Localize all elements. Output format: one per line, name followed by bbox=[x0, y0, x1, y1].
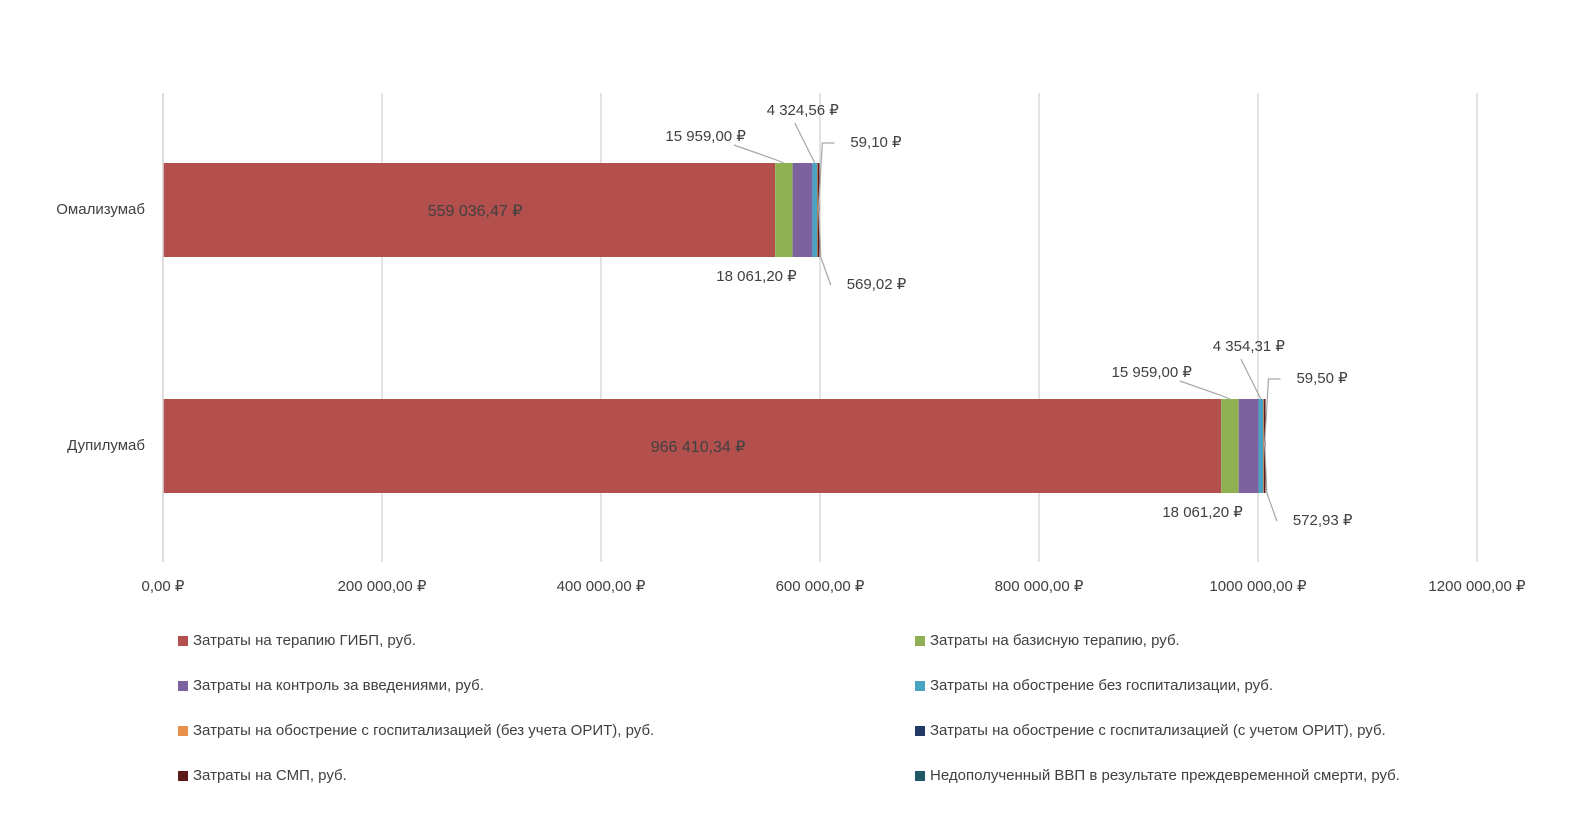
bar-segment bbox=[812, 163, 818, 257]
leader-line bbox=[733, 144, 785, 164]
bar-segment bbox=[792, 163, 813, 257]
data-label: 559 036,47 ₽ bbox=[428, 203, 523, 220]
x-tick-label: 0,00 ₽ bbox=[142, 578, 185, 595]
bar-segment bbox=[1238, 399, 1259, 493]
legend-label: Затраты на базисную терапию, руб. bbox=[930, 632, 1180, 649]
legend-swatch bbox=[915, 770, 925, 781]
legend-swatch bbox=[178, 680, 188, 691]
category-label: Омализумаб bbox=[56, 201, 145, 218]
legend-label: Затраты на контроль за введениями, руб. bbox=[193, 677, 484, 694]
bar-segment bbox=[775, 163, 793, 257]
category-label: Дупилумаб bbox=[67, 437, 145, 454]
legend-swatch bbox=[178, 725, 188, 736]
x-tick-label: 1000 000,00 ₽ bbox=[1209, 578, 1307, 595]
leader-line bbox=[818, 209, 832, 286]
legend-swatch bbox=[915, 680, 925, 691]
legend-item: Затраты на СМП, руб. bbox=[178, 767, 347, 784]
legend-label: Затраты на СМП, руб. bbox=[193, 767, 347, 784]
data-label: 18 061,20 ₽ bbox=[716, 268, 797, 285]
leader-line bbox=[1263, 378, 1281, 447]
legend-item: Затраты на терапию ГИБП, руб. bbox=[178, 632, 416, 649]
legend-swatch bbox=[915, 725, 925, 736]
legend-item: Затраты на обострение с госпитализацией … bbox=[178, 722, 654, 739]
bar-segment bbox=[163, 399, 1222, 493]
data-label: 572,93 ₽ bbox=[1293, 512, 1353, 529]
data-label: 59,50 ₽ bbox=[1296, 370, 1348, 387]
x-tick-label: 800 000,00 ₽ bbox=[995, 578, 1084, 595]
legend-label: Затраты на терапию ГИБП, руб. bbox=[193, 632, 417, 649]
legend-item: Затраты на обострение без госпитализации… bbox=[915, 677, 1273, 694]
legend-label: Недополученный ВВП в результате преждевр… bbox=[930, 767, 1400, 784]
bar-segment bbox=[1258, 399, 1264, 493]
x-tick-label: 600 000,00 ₽ bbox=[776, 578, 865, 595]
data-label: 4 354,31 ₽ bbox=[1213, 338, 1286, 355]
data-label: 569,02 ₽ bbox=[847, 276, 907, 293]
legend-swatch bbox=[178, 635, 188, 646]
legend-item: Затраты на обострение с госпитализацией … bbox=[915, 722, 1386, 739]
data-label: 966 410,34 ₽ bbox=[651, 439, 746, 456]
stacked-bar-chart: 0,00 ₽ 200 000,00 ₽ 400 000,00 ₽ 600 000,00… bbox=[56, 93, 1526, 595]
legend-label: Затраты на обострение с госпитализацией … bbox=[930, 722, 1386, 739]
legend-label: Затраты на обострение с госпитализацией … bbox=[193, 722, 655, 739]
data-label: 15 959,00 ₽ bbox=[1112, 364, 1193, 381]
data-label: 18 061,20 ₽ bbox=[1162, 504, 1243, 521]
x-tick-label: 400 000,00 ₽ bbox=[557, 578, 646, 595]
data-label: 59,10 ₽ bbox=[850, 134, 902, 151]
leader-line bbox=[817, 142, 835, 211]
data-label: 15 959,00 ₽ bbox=[665, 128, 746, 145]
bar-segment bbox=[1221, 399, 1239, 493]
leader-line bbox=[794, 122, 816, 164]
legend-swatch bbox=[915, 635, 925, 646]
leader-line bbox=[1179, 380, 1231, 400]
leader-line bbox=[1264, 445, 1278, 522]
legend-swatch bbox=[178, 770, 188, 781]
legend-item: Затраты на контроль за введениями, руб. bbox=[178, 677, 484, 694]
data-label: 4 324,56 ₽ bbox=[767, 102, 840, 119]
x-tick-label: 1200 000,00 ₽ bbox=[1428, 578, 1526, 595]
x-tick-label: 200 000,00 ₽ bbox=[338, 578, 427, 595]
chart-legend: Затраты на терапию ГИБП, руб. Затраты на … bbox=[0, 620, 1593, 810]
bar-segment bbox=[163, 163, 776, 257]
leader-line bbox=[1240, 358, 1262, 400]
legend-label: Затраты на обострение без госпитализации… bbox=[930, 677, 1274, 694]
legend-item: Недополученный ВВП в результате преждевр… bbox=[915, 767, 1400, 784]
legend-item: Затраты на базисную терапию, руб. bbox=[915, 632, 1180, 649]
